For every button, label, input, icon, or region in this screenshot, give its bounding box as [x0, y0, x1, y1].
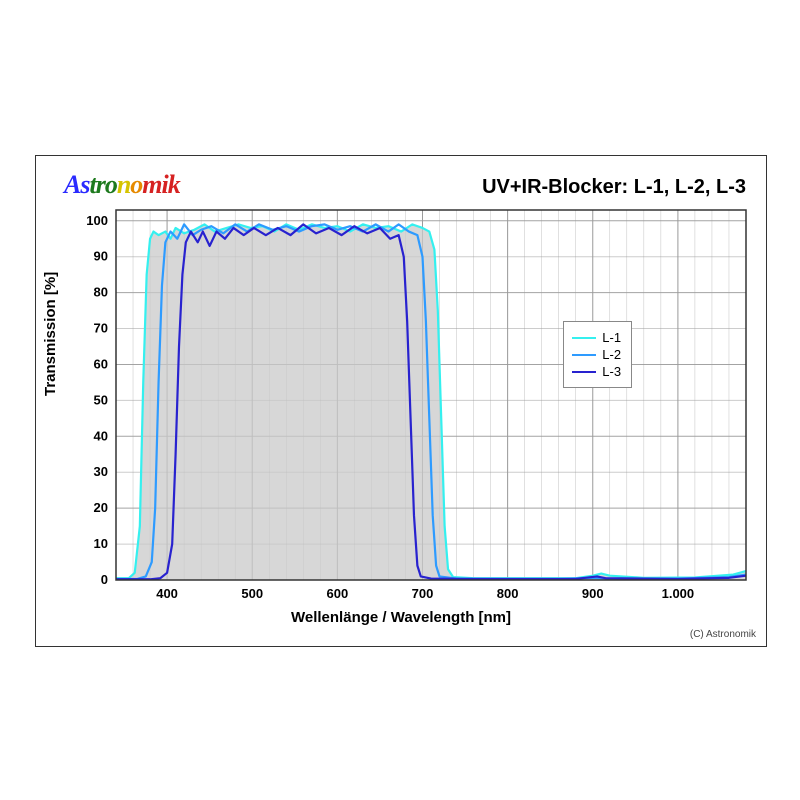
chart-svg: 4005006007008009001.00001020304050607080…: [116, 210, 746, 580]
svg-text:100: 100: [86, 213, 108, 228]
legend-item: L-1: [572, 330, 621, 345]
legend-swatch: [572, 371, 596, 373]
svg-text:30: 30: [94, 464, 108, 479]
legend-swatch: [572, 354, 596, 356]
legend-label: L-3: [602, 364, 621, 379]
title-row: Astronomik UV+IR-Blocker: L-1, L-2, L-3: [64, 170, 746, 200]
svg-text:10: 10: [94, 536, 108, 551]
legend-item: L-3: [572, 364, 621, 379]
svg-text:80: 80: [94, 285, 108, 300]
svg-text:70: 70: [94, 321, 108, 336]
x-axis-label: Wellenlänge / Wavelength [nm]: [36, 609, 766, 626]
svg-text:60: 60: [94, 356, 108, 371]
legend-item: L-2: [572, 347, 621, 362]
svg-text:0: 0: [101, 572, 108, 587]
svg-text:700: 700: [412, 586, 434, 601]
svg-text:400: 400: [156, 586, 178, 601]
svg-text:90: 90: [94, 249, 108, 264]
svg-text:1.000: 1.000: [662, 586, 695, 601]
legend-swatch: [572, 337, 596, 339]
svg-text:600: 600: [326, 586, 348, 601]
chart-title: UV+IR-Blocker: L-1, L-2, L-3: [482, 176, 746, 199]
chart-card: Astronomik UV+IR-Blocker: L-1, L-2, L-3 …: [35, 155, 767, 647]
svg-text:500: 500: [241, 586, 263, 601]
legend-label: L-1: [602, 330, 621, 345]
svg-text:50: 50: [94, 392, 108, 407]
svg-text:800: 800: [497, 586, 519, 601]
brand-logo: Astronomik: [64, 170, 180, 200]
legend: L-1 L-2 L-3: [563, 321, 632, 388]
legend-label: L-2: [602, 347, 621, 362]
plot-area: 4005006007008009001.00001020304050607080…: [116, 210, 746, 580]
svg-text:40: 40: [94, 428, 108, 443]
svg-text:900: 900: [582, 586, 604, 601]
copyright-text: (C) Astronomik: [690, 629, 756, 640]
svg-text:20: 20: [94, 500, 108, 515]
y-axis-label: Transmission [%]: [42, 272, 59, 396]
